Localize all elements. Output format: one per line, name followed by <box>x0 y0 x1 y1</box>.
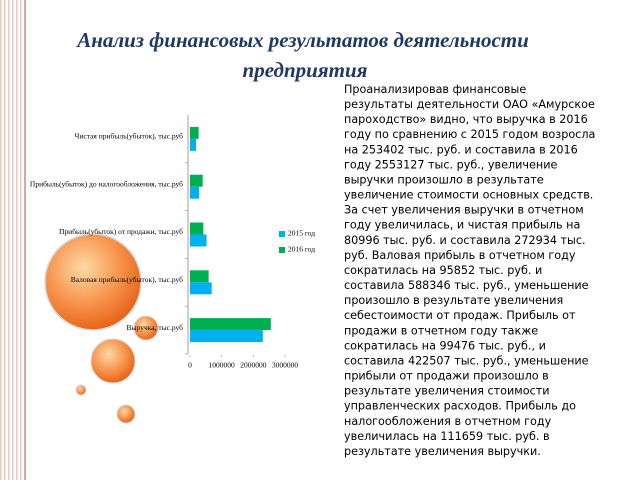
paragraph-line: на 253402 тыс. руб. и составила в 2016 <box>344 143 578 156</box>
paragraph-line: руб. Валовая прибыль в отчетном году <box>344 249 576 262</box>
y-tick-label: Прибыль(убыток) до налогообложения, тыс.… <box>30 179 183 188</box>
paragraph-line: результате увеличения стоимости <box>344 385 550 398</box>
x-tick-label: 1000000 <box>209 361 236 370</box>
side-line <box>24 0 26 480</box>
y-tick-label: Выручка, тыс.руб <box>127 323 184 332</box>
decor <box>44 233 159 424</box>
paragraph-line: прибыли от продажи произошло в <box>344 370 549 383</box>
bar <box>190 270 209 283</box>
bar <box>190 282 212 295</box>
title-line: Анализ финансовых результатов деятельнос… <box>75 28 529 52</box>
x-tick-label: 2000000 <box>240 361 267 370</box>
bar <box>190 222 204 235</box>
y-tick-label: Валовая прибыль(убыток), тыс.руб <box>71 275 183 284</box>
text-block: Анализ финансовых результатов деятельнос… <box>75 28 595 458</box>
paragraph-line: 80996 тыс. руб. и составила 272934 тыс. <box>344 234 586 247</box>
y-tick-label: Прибыль(убыток) от продажи, тыс.руб <box>59 227 183 236</box>
bar <box>190 318 271 331</box>
paragraph-line: составила 588346 тыс. руб., уменьшение <box>344 279 589 292</box>
side-border <box>0 0 24 480</box>
paragraph-line: сократилась на 99476 тыс. руб., и <box>344 339 546 352</box>
legend-label: 2015 год <box>288 229 315 238</box>
paragraph-line: сократилась на 95852 тыс. руб. и <box>344 264 542 277</box>
paragraph-line: увеличение стоимости основных средств. <box>344 189 593 202</box>
legend-swatch <box>279 231 285 237</box>
bar <box>190 234 207 247</box>
paragraph-line: За счет увеличения выручки в отчетном <box>344 204 584 217</box>
paragraph-line: себестоимости от продаж. Прибыль от <box>344 309 576 322</box>
paragraph-line: результате увеличения выручки. <box>344 445 541 458</box>
paragraph-line: году 2553127 тыс. руб., увеличение <box>344 158 558 171</box>
bar <box>190 174 203 187</box>
paragraph-line: году увеличилась, и чистая прибыль на <box>344 219 580 232</box>
paragraph-line: увеличилась на 111659 тыс. руб. в <box>344 430 550 443</box>
paragraph-line: году по сравнению с 2015 годом возросла <box>344 128 595 141</box>
x-tick-label: 0 <box>188 361 192 370</box>
paragraph-line: составила 422507 тыс. руб., уменьшение <box>344 354 589 367</box>
chart: 0 1000000 2000000 3000000 Выручка, тыс.руб Ва… <box>30 115 315 370</box>
paragraph-line: пароходство» видно, что выручка в 2016 <box>344 113 588 126</box>
x-tick-label: 3000000 <box>272 361 299 370</box>
paragraph-line: Проанализировав финансовые <box>344 83 526 96</box>
y-tick-label: Чистая прибыль(убыток), тыс.руб <box>75 132 184 141</box>
legend-swatch <box>279 247 285 253</box>
bar <box>190 126 199 139</box>
paragraph-line: управленческих расходов. Прибыль до <box>344 400 576 413</box>
bar <box>190 138 197 151</box>
legend-label: 2016 год <box>288 245 315 254</box>
paragraph-line: налогообложения в отчетном году <box>344 415 552 428</box>
paragraph-line: выручки произошло в результате <box>344 173 544 186</box>
title-line: предприятия <box>243 58 368 82</box>
bar <box>190 330 263 343</box>
bar <box>190 186 200 199</box>
paragraph-line: произошло в результате увеличения <box>344 294 563 307</box>
paragraph-line: результаты деятельности ОАО «Амурское <box>344 98 595 111</box>
paragraph-line: продажи в отчетном году также <box>344 324 538 337</box>
